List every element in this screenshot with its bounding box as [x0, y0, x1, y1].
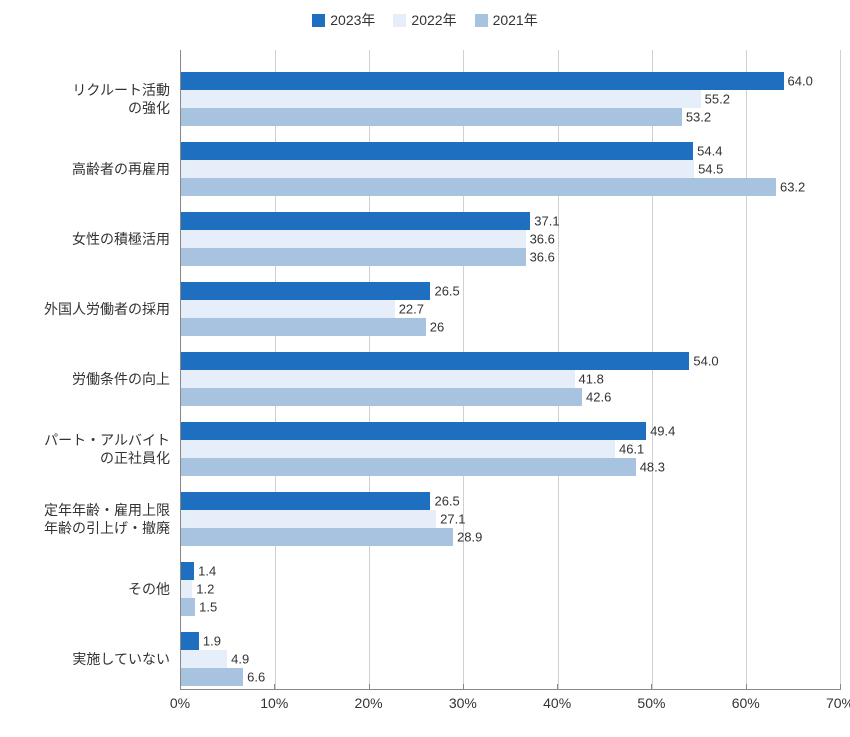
x-tick-label: 0% — [170, 695, 190, 711]
bar-value-label: 36.6 — [530, 232, 555, 247]
bar-value-label: 26 — [430, 320, 444, 335]
bar: 27.1 — [181, 510, 436, 528]
legend-label: 2021年 — [493, 10, 538, 30]
bar-value-label: 26.5 — [434, 494, 459, 509]
bar-value-label: 1.2 — [196, 582, 214, 597]
x-tick-label: 70% — [826, 695, 850, 711]
bar-value-label: 1.4 — [198, 564, 216, 579]
bar: 6.6 — [181, 668, 243, 686]
bar: 4.9 — [181, 650, 227, 668]
bar-value-label: 41.8 — [579, 372, 604, 387]
bar: 41.8 — [181, 370, 575, 388]
grid-line — [746, 50, 747, 689]
bar: 46.1 — [181, 440, 615, 458]
bar-value-label: 28.9 — [457, 530, 482, 545]
y-category-label: 実施していない — [72, 650, 170, 668]
x-axis-labels: 0%10%20%30%40%50%60%70% — [180, 690, 840, 715]
y-category-label: 外国人労働者の採用 — [44, 300, 170, 318]
bar-value-label: 55.2 — [705, 92, 730, 107]
legend: 2023年 2022年 2021年 — [10, 10, 840, 30]
bar-value-label: 42.6 — [586, 390, 611, 405]
plot-area: リクルート活動の強化高齢者の再雇用女性の積極活用外国人労働者の採用労働条件の向上… — [10, 50, 840, 690]
y-category-label: その他 — [128, 580, 170, 598]
grid-line — [840, 50, 841, 689]
y-category-label: 定年年齢・雇用上限年齢の引上げ・撤廃 — [44, 501, 170, 537]
bar-value-label: 63.2 — [780, 180, 805, 195]
x-tick — [840, 684, 841, 690]
bar: 49.4 — [181, 422, 646, 440]
bar: 36.6 — [181, 230, 526, 248]
bar: 1.5 — [181, 598, 195, 616]
y-category-label: 高齢者の再雇用 — [72, 160, 170, 178]
bar-value-label: 1.5 — [199, 600, 217, 615]
x-tick — [746, 684, 747, 690]
bar: 36.6 — [181, 248, 526, 266]
bar: 28.9 — [181, 528, 453, 546]
x-tick-label: 30% — [449, 695, 477, 711]
bar-value-label: 54.5 — [698, 162, 723, 177]
bar-value-label: 64.0 — [788, 74, 813, 89]
x-tick — [369, 684, 370, 690]
bar-value-label: 54.0 — [693, 354, 718, 369]
bar: 55.2 — [181, 90, 701, 108]
bar: 26.5 — [181, 282, 430, 300]
x-tick-label: 10% — [260, 695, 288, 711]
bar-value-label: 53.2 — [686, 110, 711, 125]
bar: 26.5 — [181, 492, 430, 510]
bar: 48.3 — [181, 458, 636, 476]
bar-value-label: 6.6 — [247, 670, 265, 685]
bar-value-label: 49.4 — [650, 424, 675, 439]
x-tick-label: 50% — [637, 695, 665, 711]
bar: 1.9 — [181, 632, 199, 650]
legend-swatch — [475, 14, 488, 27]
bar-value-label: 36.6 — [530, 250, 555, 265]
y-category-label: パート・アルバイトの正社員化 — [44, 431, 170, 467]
bar-value-label: 27.1 — [440, 512, 465, 527]
bar-value-label: 46.1 — [619, 442, 644, 457]
bar: 26 — [181, 318, 426, 336]
x-tick — [651, 684, 652, 690]
bar-value-label: 54.4 — [697, 144, 722, 159]
y-category-label: 労働条件の向上 — [72, 370, 170, 388]
bar: 64.0 — [181, 72, 784, 90]
bar: 1.2 — [181, 580, 192, 598]
bar-value-label: 26.5 — [434, 284, 459, 299]
bar: 42.6 — [181, 388, 582, 406]
legend-label: 2023年 — [330, 10, 375, 30]
bar-value-label: 37.1 — [534, 214, 559, 229]
bar: 22.7 — [181, 300, 395, 318]
x-tick — [274, 684, 275, 690]
y-category-label: 女性の積極活用 — [72, 230, 170, 248]
legend-item-2021: 2021年 — [475, 10, 538, 30]
legend-item-2023: 2023年 — [312, 10, 375, 30]
bar-value-label: 48.3 — [640, 460, 665, 475]
bar-value-label: 22.7 — [399, 302, 424, 317]
bar: 1.4 — [181, 562, 194, 580]
y-category-label: リクルート活動の強化 — [72, 81, 170, 117]
bar: 54.5 — [181, 160, 694, 178]
x-tick — [557, 684, 558, 690]
bar-value-label: 1.9 — [203, 634, 221, 649]
x-tick-label: 20% — [355, 695, 383, 711]
bar: 53.2 — [181, 108, 682, 126]
legend-label: 2022年 — [411, 10, 456, 30]
bar: 63.2 — [181, 178, 776, 196]
chart-container: 2023年 2022年 2021年 リクルート活動の強化高齢者の再雇用女性の積極… — [10, 10, 840, 727]
x-tick-label: 60% — [732, 695, 760, 711]
bar-value-label: 4.9 — [231, 652, 249, 667]
y-axis-labels: リクルート活動の強化高齢者の再雇用女性の積極活用外国人労働者の採用労働条件の向上… — [10, 50, 180, 690]
x-tick-label: 40% — [543, 695, 571, 711]
x-tick — [180, 684, 181, 690]
bars-area: 64.055.253.254.454.563.237.136.636.626.5… — [180, 50, 840, 690]
bar: 54.0 — [181, 352, 689, 370]
x-tick — [463, 684, 464, 690]
legend-item-2022: 2022年 — [393, 10, 456, 30]
bar: 37.1 — [181, 212, 530, 230]
legend-swatch — [393, 14, 406, 27]
legend-swatch — [312, 14, 325, 27]
bar: 54.4 — [181, 142, 693, 160]
